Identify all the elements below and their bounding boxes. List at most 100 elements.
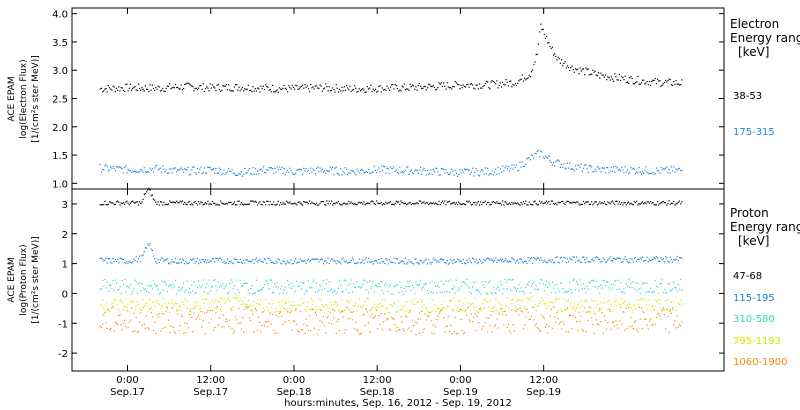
electron-point (413, 85, 415, 87)
proton-point (151, 249, 153, 251)
proton-point (174, 257, 177, 259)
electron-point (216, 172, 218, 174)
proton-point (651, 324, 653, 326)
proton-point (272, 292, 274, 294)
electron-point (470, 171, 472, 173)
electron-point (614, 171, 616, 173)
electron-point (484, 167, 486, 169)
proton-point (216, 289, 218, 292)
electron-point (232, 172, 234, 174)
proton-point (554, 316, 556, 318)
proton-point (632, 309, 634, 311)
proton-point (384, 263, 386, 265)
proton-point (645, 291, 647, 293)
electron-point (573, 170, 575, 172)
electron-point (206, 172, 208, 174)
proton-point (497, 286, 499, 288)
electron-point (127, 169, 129, 171)
proton-point (475, 306, 477, 308)
electron-point (376, 91, 378, 93)
proton-point (543, 290, 545, 292)
proton-point (594, 201, 596, 203)
proton-point (483, 286, 485, 288)
proton-point (253, 292, 255, 294)
electron-point (166, 172, 168, 174)
electron-point (186, 82, 188, 84)
electron-point (432, 169, 434, 171)
proton-point (635, 257, 637, 259)
proton-point (437, 203, 439, 206)
electron-point (297, 169, 299, 171)
electron-point (370, 173, 372, 175)
electron-point (306, 171, 308, 173)
proton-point (572, 256, 574, 258)
electron-point (134, 171, 136, 173)
electron-point (470, 83, 472, 85)
proton-point (223, 287, 225, 290)
proton-point (269, 259, 271, 262)
electron-point (351, 170, 353, 172)
proton-point (579, 320, 581, 322)
proton-point (366, 281, 368, 283)
proton-point (141, 283, 143, 285)
electron-point (651, 80, 653, 82)
proton-point (291, 305, 293, 307)
proton-point (445, 280, 447, 282)
proton-point (318, 289, 320, 291)
proton-point (583, 311, 585, 313)
proton-point (377, 262, 379, 264)
proton-point (551, 281, 553, 283)
proton-point (513, 286, 515, 288)
electron-point (543, 157, 545, 160)
proton-point (265, 321, 267, 323)
proton-point (246, 203, 248, 205)
electron-point (281, 89, 283, 91)
proton-point (415, 258, 417, 260)
proton-point (490, 292, 492, 294)
proton-series-115-195 (99, 243, 683, 265)
electron-point (628, 82, 630, 84)
electron-point (680, 170, 682, 172)
electron-point (514, 83, 516, 85)
proton-point (450, 258, 452, 261)
proton-point (173, 331, 175, 333)
electron-point (596, 75, 598, 77)
proton-point (584, 203, 586, 205)
electron-point (594, 70, 596, 72)
proton-point (640, 307, 642, 309)
proton-point (255, 309, 257, 312)
electron-point (387, 168, 389, 170)
electron-point (202, 83, 204, 85)
electron-point (444, 172, 446, 174)
proton-point (470, 204, 472, 206)
electron-point (254, 167, 256, 169)
proton-point (294, 320, 296, 322)
proton-point (238, 301, 240, 303)
proton-point (333, 290, 335, 292)
proton-point (348, 308, 350, 310)
proton-point (261, 324, 263, 327)
proton-point (559, 308, 561, 310)
proton-point (556, 312, 558, 314)
proton-point (415, 281, 417, 283)
electron-point (168, 172, 170, 174)
proton-point (275, 314, 277, 316)
electron-point (239, 90, 241, 92)
proton-point (668, 261, 670, 263)
proton-point (604, 301, 607, 303)
proton-point (148, 291, 150, 294)
proton-point (224, 321, 226, 323)
electron-point (141, 169, 143, 172)
electron-point (482, 85, 484, 88)
proton-point (143, 251, 145, 253)
proton-point (396, 201, 398, 203)
electron-point (327, 90, 329, 92)
proton-point (188, 261, 190, 263)
proton-point (470, 262, 472, 264)
proton-point (103, 204, 105, 206)
proton-point (252, 259, 254, 261)
proton-point (659, 299, 661, 301)
electron-point (505, 165, 507, 167)
electron-point (474, 171, 476, 173)
electron-point (255, 173, 257, 175)
